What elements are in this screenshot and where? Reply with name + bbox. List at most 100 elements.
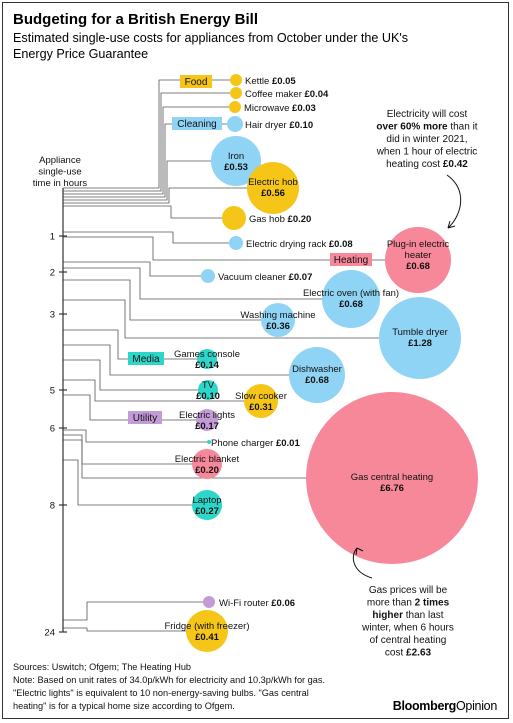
connector-fridge-with-freezer [63,627,186,632]
arrowhead-electricity [447,220,456,229]
connector-tumble-dryer [63,299,379,339]
connector-vacuum-cleaner [63,261,201,277]
bubble-plug-in-electric-heater [385,227,451,293]
bubble-gas-central-heating [306,392,478,564]
label-games-console: Games console £0.14 [174,349,240,371]
bubble-electric-blanket [192,449,222,479]
label-laptop: Laptop £0.27 [192,495,221,517]
label-microwave: Microwave £0.03 [244,103,316,114]
label-wi-fi-router: Wi-Fi router £0.06 [219,598,295,609]
label-kettle: Kettle £0.05 [245,76,296,87]
category-label-food: Food [185,77,208,88]
arrowhead-gas [355,547,364,556]
label-plug-in-electric-heater: Plug-in electric heater £0.68 [387,239,450,272]
bubble-fridge-with-freezer [186,610,228,652]
bubble-tv [198,380,218,400]
label-iron: Iron £0.53 [224,151,248,173]
bubble-wi-fi-router [203,596,215,608]
bubble-laptop [192,490,222,520]
connector-gas-central-heating [63,439,306,479]
label-electric-blanket: Electric blanket £0.20 [175,454,240,476]
label-slow-cooker: Slow cooker £0.31 [235,391,287,413]
bubble-washing-machine [261,303,295,337]
bubbles [186,74,478,652]
bubble-tumble-dryer [379,297,461,379]
bubble-electric-lights [196,409,218,431]
bubble-electric-oven-with-fan [322,270,380,328]
connector-plug-in-electric-heater [63,236,385,261]
time-axis: 1 2 3 5 6 8 24 Appliance single-use time in hours [33,155,88,639]
connector-coffee-maker [63,92,230,192]
axis-tick-label: 2 [50,268,55,279]
bubble-dishwasher [289,347,345,403]
category-label-heating: Heating [334,255,368,266]
connector-phone-charger [63,429,207,443]
bubble-kettle [230,74,242,86]
category-label-cleaning: Cleaning [177,119,216,130]
note-line-3: heating" is for a typical home size acco… [13,701,235,711]
connector-dishwasher [63,344,289,376]
label-washing-machine: Washing machine £0.36 [240,310,315,332]
annotation-gas: Gas prices will be more than 2 times highe… [361,585,454,659]
label-hair-dryer: Hair dryer £0.10 [245,120,313,131]
bubble-labels: Kettle £0.05 Coffee maker £0.04 Microwave … [165,76,450,643]
label-gas-central-heating: Gas central heating £6.76 [351,472,433,494]
annotation-arrow-gas [352,547,373,579]
bubble-vacuum-cleaner [201,269,215,283]
label-tumble-dryer: Tumble dryer £1.28 [392,327,448,349]
axis-tick-label: 6 [50,424,55,435]
bubble-coffee-maker [230,87,242,99]
bubble-iron [211,136,261,186]
label-dishwasher: Dishwasher £0.68 [292,364,342,386]
annotation-electricity: Electricity will cost over 60% more than … [376,109,478,170]
category-label-media: Media [132,354,160,365]
connector-iron [63,160,211,201]
category-tag-media [128,352,164,365]
connector-microwave [63,106,229,195]
category-tags: Food Cleaning Heating Media Utility [128,75,372,424]
category-tag-utility [128,411,162,424]
connector-tv [63,359,198,391]
axis-tick-label: 5 [50,386,55,397]
bubble-slow-cooker [244,384,278,418]
connector-hair-dryer [63,123,227,198]
label-electric-hob: Electric hob £0.56 [248,177,298,199]
bubble-games-console [197,349,217,369]
label-electric-oven-with-fan: Electric oven (with fan) £0.68 [303,288,399,310]
label-phone-charger: Phone charger £0.01 [211,438,300,449]
connector-electric-drying-rack [63,231,229,244]
axis-tick-label: 8 [50,501,55,512]
axis-tick-label: 1 [50,232,55,243]
category-label-utility: Utility [133,413,157,424]
bloomberg-opinion-logo: BloombergOpinion [393,699,498,713]
axis-tick-label: 24 [44,628,55,639]
connector-washing-machine [63,279,261,321]
label-gas-hob: Gas hob £0.20 [249,214,311,225]
bubble-phone-charger [207,440,211,444]
label-coffee-maker: Coffee maker £0.04 [245,89,329,100]
connector-kettle [63,79,230,189]
connector-slow-cooker [63,379,244,402]
label-electric-lights: Electric lights £0.17 [179,410,235,432]
bubble-gas-hob [222,206,246,230]
category-tag-cleaning [172,117,222,130]
connector-wi-fi-router [63,601,203,621]
label-tv: TV £0.10 [196,380,220,402]
sources-text: Sources: Uswitch; Ofgem; The Heating Hub [13,662,191,672]
connector-electric-hob [63,187,247,204]
chart-subtitle-line-2: Energy Price Guarantee [13,47,148,61]
category-tag-heating [330,253,372,266]
label-fridge-with-freezer: Fridge (with freezer) £0.41 [165,621,250,643]
note-line-1: Note: Based on unit rates of 34.0p/kWh f… [13,675,325,685]
chart-subtitle-line-1: Estimated single-use costs for appliance… [13,31,408,45]
chart-title: Budgeting for a British Energy Bill [13,11,258,28]
connector-electric-oven-with-fan [63,267,322,300]
bubble-electric-drying-rack [229,236,243,250]
bubble-hair-dryer [227,116,243,132]
label-electric-drying-rack: Electric drying rack £0.08 [246,239,353,250]
connector-laptop [63,459,192,506]
note-line-2: "Electric lights" is equivalent to 10 no… [13,688,309,698]
label-vacuum-cleaner: Vacuum cleaner £0.07 [218,272,312,283]
